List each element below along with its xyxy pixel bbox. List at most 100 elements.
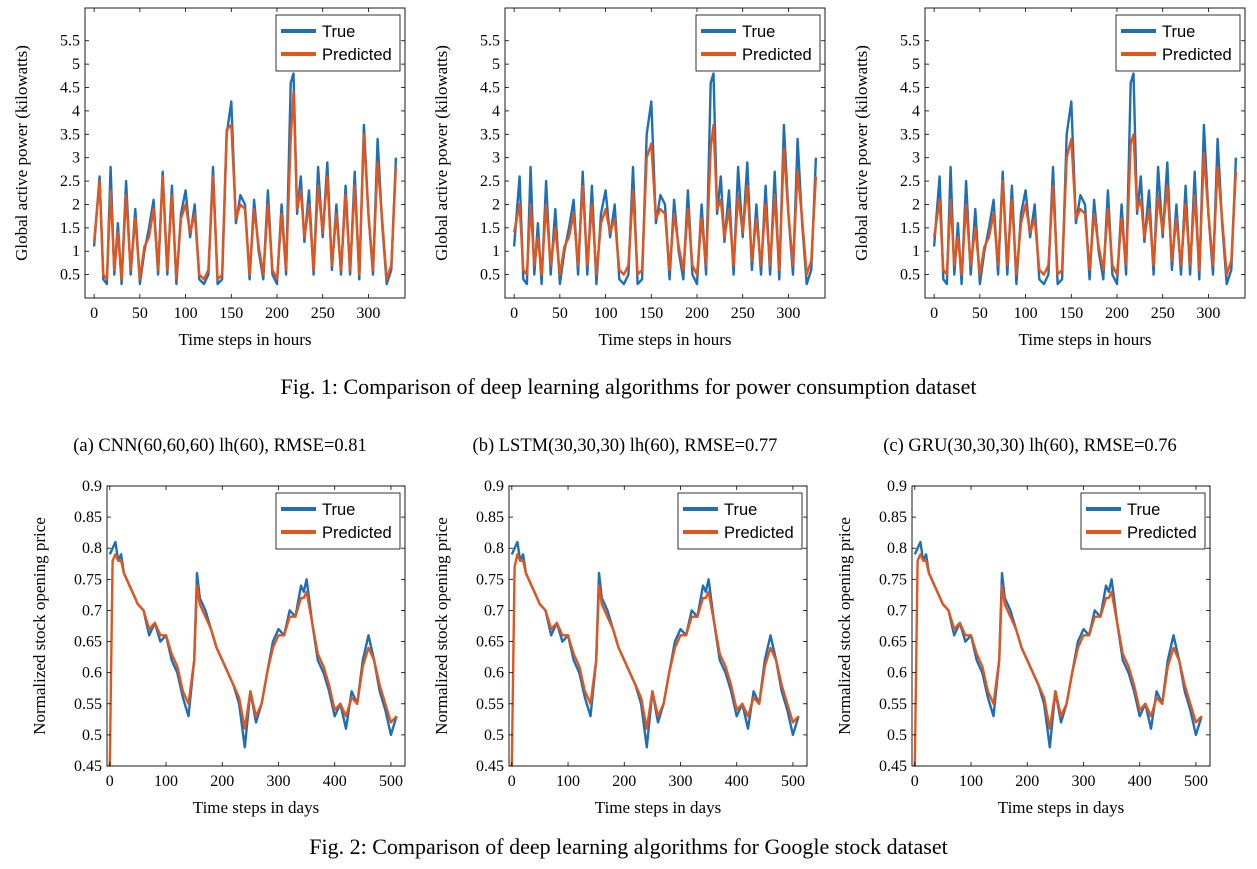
y-tick-label: 5.5 xyxy=(480,33,500,50)
x-tick-label: 300 xyxy=(266,773,290,790)
y-tick-label: 0.5 xyxy=(60,267,80,284)
y-axis-label: Global active power (kilowatts) xyxy=(852,45,871,261)
y-tick-label: 0.9 xyxy=(887,478,907,495)
legend-label-predicted: Predicted xyxy=(322,524,392,542)
y-tick-label: 0.85 xyxy=(476,509,504,526)
y-tick-label: 5.5 xyxy=(900,33,920,50)
x-axis-label: Time steps in days xyxy=(193,798,319,817)
x-tick-label: 500 xyxy=(379,773,403,790)
y-tick-label: 3.5 xyxy=(900,126,920,143)
y-tick-label: 5.5 xyxy=(60,33,80,50)
y-tick-label: 3.5 xyxy=(60,126,80,143)
y-tick-label: 0.45 xyxy=(476,758,504,775)
x-tick-label: 100 xyxy=(959,773,983,790)
y-tick-label: 2.5 xyxy=(60,173,80,190)
y-tick-label: 3 xyxy=(72,150,80,167)
y-tick-label: 3 xyxy=(912,150,920,167)
x-tick-label: 400 xyxy=(1128,773,1152,790)
power-chart-lstm: 0 50 100 150 200 250 300 0.5 1 1.5 2 2.5 3 3.5 4 4.5 5 5.… xyxy=(432,7,826,349)
y-tick-label: 0.65 xyxy=(879,634,907,651)
series-line-predicted xyxy=(510,553,800,766)
series-line-true xyxy=(510,540,800,749)
y-tick-label: 5 xyxy=(912,56,920,73)
x-tick-label: 200 xyxy=(685,305,709,322)
legend-box xyxy=(695,14,821,72)
y-tick-label: 0.65 xyxy=(476,634,504,651)
legend: True Predicted xyxy=(275,492,401,550)
x-axis-label: Time steps in days xyxy=(998,798,1124,817)
y-tick-label: 4 xyxy=(72,103,80,120)
x-tick-label: 0 xyxy=(106,773,114,790)
y-tick-label: 0.55 xyxy=(74,696,102,713)
y-tick-label: 0.5 xyxy=(900,267,920,284)
stock-chart-cnn: 0 100 200 300 400 500 0.45 0.5 0.55 0.6 0.65 0.7 0.7… xyxy=(30,478,406,817)
x-axis-label: Time steps in hours xyxy=(178,330,311,349)
legend-label-predicted: Predicted xyxy=(322,46,392,64)
y-axis-label: Global active power (kilowatts) xyxy=(12,45,31,261)
y-tick-label: 1.5 xyxy=(60,220,80,237)
y-tick-label: 0.8 xyxy=(887,540,907,557)
y-tick-label: 1 xyxy=(912,243,920,260)
legend-label-predicted: Predicted xyxy=(742,46,812,64)
subcaption-b: (b) LSTM(30,30,30) lh(60), RMSE=0.77 xyxy=(472,436,778,456)
y-tick-label: 0.7 xyxy=(887,602,907,619)
series-line-predicted xyxy=(512,123,818,276)
legend: True Predicted xyxy=(1080,492,1206,550)
y-tick-label: 0.55 xyxy=(879,696,907,713)
stock-chart-lstm: 0 100 200 300 400 500 0.45 0.5 0.55 0.6 0.65 0.7 0.7… xyxy=(432,478,808,817)
x-tick-label: 100 xyxy=(1014,305,1038,322)
x-tick-label: 300 xyxy=(668,773,692,790)
power-chart-cnn: 0 50 100 150 200 250 300 0.5 1 1.5 2 2.5 3 3.5 4 4.5 5 5.… xyxy=(12,7,406,349)
y-tick-label: 0.6 xyxy=(484,665,504,682)
y-tick-label: 3.5 xyxy=(480,126,500,143)
figure-1-caption: Fig. 1: Comparison of deep learning algo… xyxy=(280,374,977,399)
y-tick-label: 4 xyxy=(492,103,500,120)
legend: True Predicted xyxy=(695,14,821,72)
legend-label-predicted: Predicted xyxy=(1127,524,1197,542)
plot-frame xyxy=(911,485,1211,767)
x-tick-label: 100 xyxy=(174,305,198,322)
power-chart-gru: 0 50 100 150 200 250 300 0.5 1 1.5 2 2.5 3 3.5 4 4.5 5 5.… xyxy=(852,7,1246,349)
x-tick-label: 200 xyxy=(1015,773,1039,790)
x-tick-label: 250 xyxy=(311,305,335,322)
series-line-predicted xyxy=(932,133,1238,276)
plot-frame xyxy=(508,485,808,767)
x-tick-label: 100 xyxy=(556,773,580,790)
y-tick-label: 0.45 xyxy=(879,758,907,775)
y-tick-label: 3 xyxy=(492,150,500,167)
y-tick-label: 0.6 xyxy=(887,665,907,682)
y-tick-label: 1 xyxy=(72,243,80,260)
y-tick-label: 0.8 xyxy=(82,540,102,557)
y-tick-label: 4.5 xyxy=(480,80,500,97)
y-tick-label: 5 xyxy=(492,56,500,73)
x-tick-label: 250 xyxy=(731,305,755,322)
x-tick-label: 50 xyxy=(972,305,988,322)
y-tick-label: 4.5 xyxy=(60,80,80,97)
x-tick-label: 0 xyxy=(508,773,516,790)
y-tick-label: 2 xyxy=(912,196,920,213)
legend: True Predicted xyxy=(677,492,803,550)
y-tick-label: 0.6 xyxy=(82,665,102,682)
x-tick-label: 300 xyxy=(776,305,800,322)
x-axis-label: Time steps in hours xyxy=(1018,330,1151,349)
y-tick-label: 0.65 xyxy=(74,634,102,651)
y-tick-label: 0.7 xyxy=(82,602,102,619)
y-axis-label: Normalized stock opening price xyxy=(432,517,451,735)
x-tick-label: 0 xyxy=(930,305,938,322)
x-tick-label: 50 xyxy=(132,305,148,322)
legend-box xyxy=(1080,492,1206,550)
y-tick-label: 1.5 xyxy=(900,220,920,237)
y-axis-label: Global active power (kilowatts) xyxy=(432,45,451,261)
x-tick-label: 100 xyxy=(594,305,618,322)
x-tick-label: 200 xyxy=(1105,305,1129,322)
y-axis-label: Normalized stock opening price xyxy=(835,517,854,735)
x-tick-label: 300 xyxy=(1071,773,1095,790)
y-tick-label: 1 xyxy=(492,243,500,260)
x-tick-label: 100 xyxy=(154,773,178,790)
legend-label-true: True xyxy=(1127,501,1160,519)
legend-box xyxy=(275,492,401,550)
y-tick-label: 0.75 xyxy=(476,571,504,588)
y-tick-label: 2 xyxy=(72,196,80,213)
x-tick-label: 200 xyxy=(265,305,289,322)
x-tick-label: 0 xyxy=(510,305,518,322)
